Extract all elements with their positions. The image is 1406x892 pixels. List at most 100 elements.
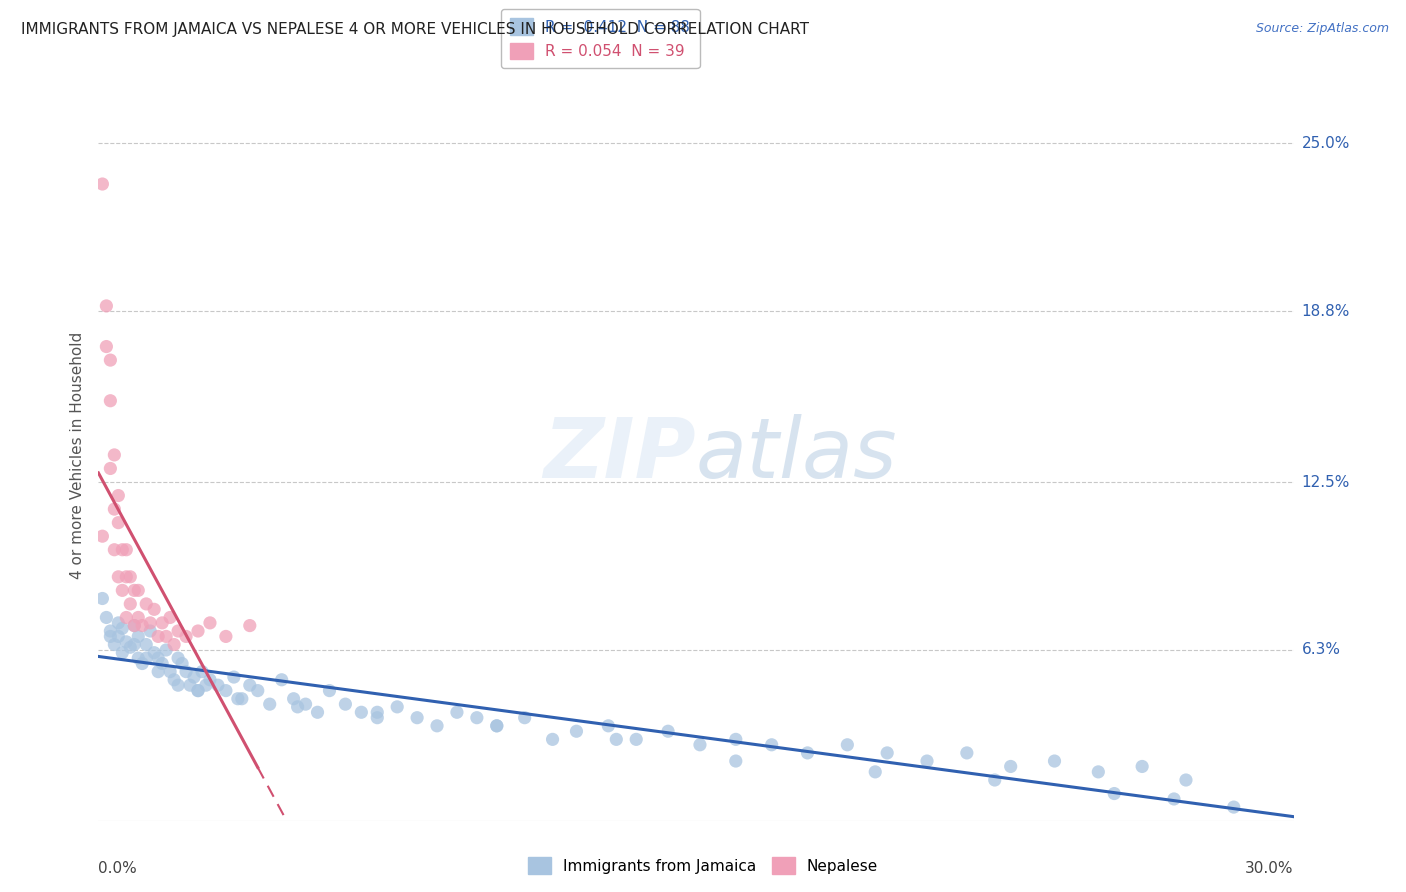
Point: [96, 340, 118, 354]
Point: [239, 678, 262, 692]
Point: [335, 697, 357, 711]
Point: [98, 629, 122, 643]
Point: [111, 646, 134, 660]
Point: [148, 651, 170, 665]
Point: [111, 583, 134, 598]
Point: [231, 691, 253, 706]
Text: Source: ZipAtlas.com: Source: ZipAtlas.com: [1256, 22, 1389, 36]
Point: [143, 602, 166, 616]
Y-axis label: 4 or more Vehicles in Household: 4 or more Vehicles in Household: [69, 331, 84, 579]
Point: [159, 665, 181, 679]
Point: [1163, 792, 1185, 806]
Point: [761, 738, 783, 752]
Point: [174, 629, 197, 643]
Point: [385, 699, 409, 714]
Point: [513, 711, 536, 725]
Point: [127, 629, 149, 643]
Point: [465, 711, 488, 725]
Legend: R = -0.412  N = 88, R = 0.054  N = 39: R = -0.412 N = 88, R = 0.054 N = 39: [501, 9, 700, 69]
Point: [226, 691, 249, 706]
Point: [876, 746, 898, 760]
Text: 12.5%: 12.5%: [1302, 475, 1350, 490]
Point: [131, 618, 153, 632]
Point: [124, 618, 146, 632]
Text: IMMIGRANTS FROM JAMAICA VS NEPALESE 4 OR MORE VEHICLES IN HOUSEHOLD CORRELATION : IMMIGRANTS FROM JAMAICA VS NEPALESE 4 OR…: [21, 22, 808, 37]
Point: [689, 738, 711, 752]
Point: [207, 678, 229, 692]
Point: [96, 610, 118, 624]
Point: [91, 529, 114, 543]
Point: [98, 461, 122, 475]
Point: [135, 597, 157, 611]
Point: [307, 706, 329, 720]
Point: [915, 754, 938, 768]
Point: [111, 621, 134, 635]
Point: [139, 615, 162, 630]
Point: [155, 629, 177, 643]
Point: [120, 570, 142, 584]
Point: [657, 724, 679, 739]
Point: [139, 624, 162, 638]
Point: [107, 629, 129, 643]
Point: [167, 651, 190, 665]
Point: [187, 683, 209, 698]
Point: [605, 732, 627, 747]
Point: [150, 615, 173, 630]
Point: [865, 764, 887, 779]
Text: 25.0%: 25.0%: [1302, 136, 1350, 151]
Point: [124, 618, 146, 632]
Point: [195, 678, 218, 692]
Point: [1130, 759, 1153, 773]
Point: [318, 683, 340, 698]
Point: [187, 624, 209, 638]
Point: [98, 353, 122, 368]
Point: [167, 678, 190, 692]
Point: [155, 643, 177, 657]
Point: [270, 673, 292, 687]
Point: [124, 638, 146, 652]
Point: [598, 719, 620, 733]
Point: [198, 615, 221, 630]
Text: ZIP: ZIP: [543, 415, 696, 495]
Point: [541, 732, 564, 747]
Point: [215, 683, 238, 698]
Point: [163, 638, 186, 652]
Text: 0.0%: 0.0%: [98, 862, 138, 876]
Point: [1087, 764, 1109, 779]
Point: [191, 665, 214, 679]
Point: [127, 610, 149, 624]
Point: [366, 711, 388, 725]
Point: [163, 673, 186, 687]
Point: [148, 665, 170, 679]
Point: [150, 657, 173, 671]
Point: [724, 732, 747, 747]
Text: atlas: atlas: [696, 415, 897, 495]
Point: [426, 719, 449, 733]
Point: [98, 624, 122, 638]
Point: [174, 665, 197, 679]
Point: [956, 746, 979, 760]
Point: [115, 635, 138, 649]
Point: [103, 638, 125, 652]
Point: [115, 570, 138, 584]
Point: [120, 597, 142, 611]
Point: [107, 615, 129, 630]
Point: [98, 393, 122, 408]
Point: [159, 610, 181, 624]
Point: [187, 683, 209, 698]
Point: [91, 591, 114, 606]
Point: [107, 516, 129, 530]
Point: [183, 670, 205, 684]
Point: [837, 738, 859, 752]
Point: [446, 706, 468, 720]
Point: [294, 697, 316, 711]
Point: [246, 683, 269, 698]
Point: [120, 640, 142, 655]
Point: [259, 697, 281, 711]
Point: [485, 719, 508, 733]
Point: [287, 699, 309, 714]
Point: [1000, 759, 1022, 773]
Point: [115, 542, 138, 557]
Point: [198, 673, 221, 687]
Point: [107, 489, 129, 503]
